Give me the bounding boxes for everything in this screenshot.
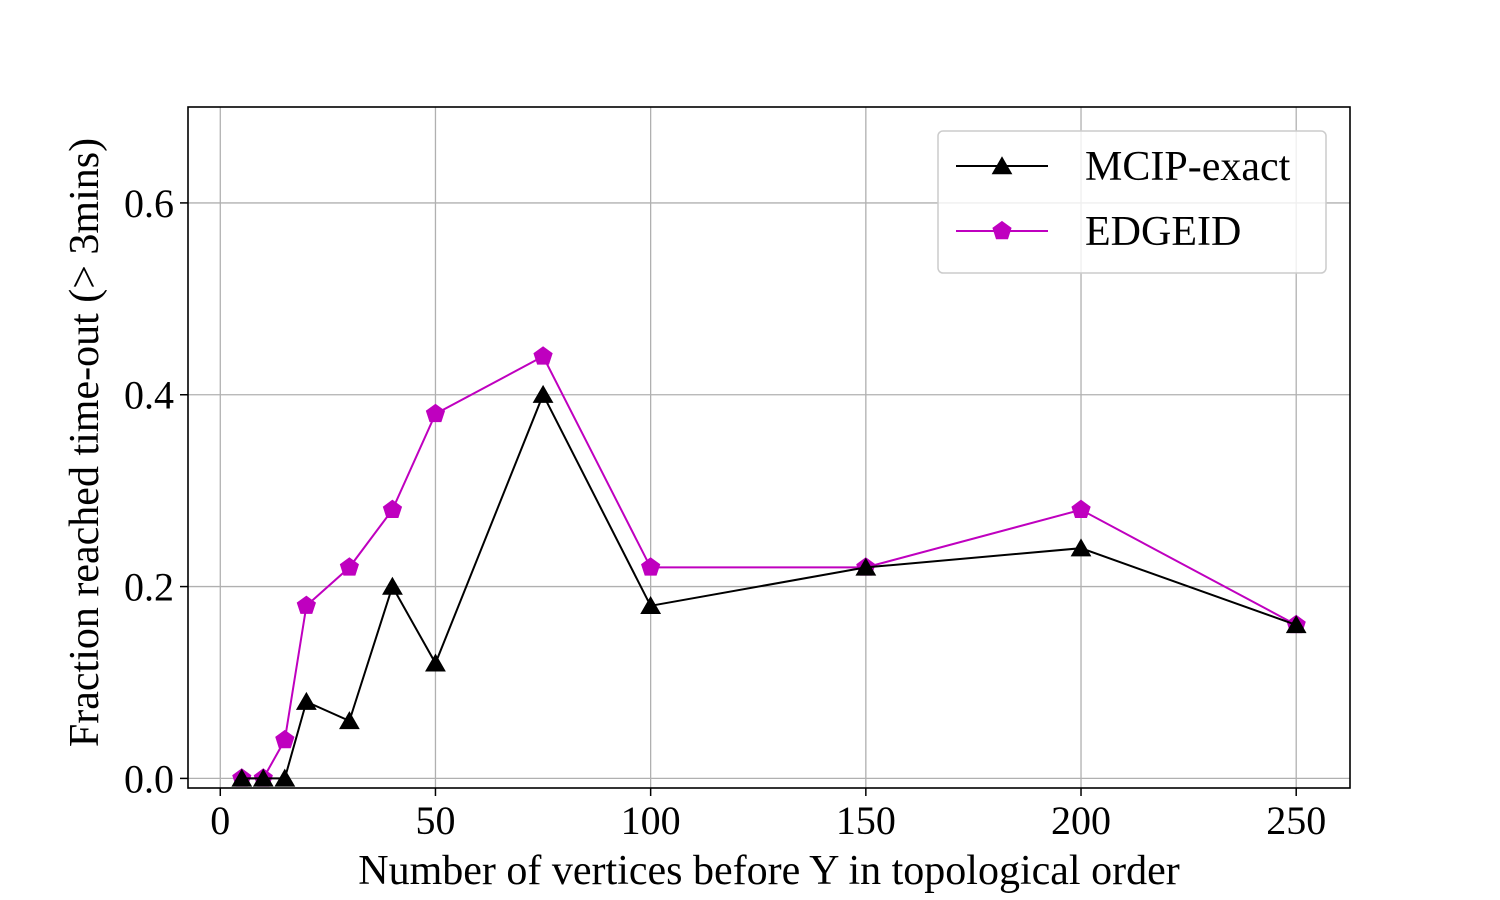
data-point — [295, 691, 317, 710]
legend-label: MCIP-exact — [1085, 144, 1291, 190]
legend-label: EDGEID — [1085, 209, 1241, 255]
y-axis-ticks: 0.0 0.2 0.4 0.6 — [124, 181, 188, 801]
data-point — [640, 596, 662, 614]
x-tick-label: 50 — [415, 798, 455, 843]
data-point — [252, 768, 274, 787]
legend-marker — [991, 156, 1013, 175]
series-layer — [231, 346, 1307, 787]
plot-frame — [187, 106, 1351, 789]
data-point — [641, 557, 661, 576]
x-tick-label: 100 — [621, 798, 681, 843]
data-point — [296, 595, 316, 614]
data-point — [425, 403, 446, 423]
x-tick-label: 200 — [1051, 798, 1111, 843]
y-tick-label: 0.4 — [124, 373, 174, 418]
y-tick-label: 0.6 — [124, 181, 174, 226]
data-point — [339, 711, 360, 730]
x-tick-label: 250 — [1266, 798, 1326, 843]
series-edgeid — [232, 346, 1306, 787]
legend-item: EDGEID — [956, 209, 1241, 255]
x-axis-ticks: 0 50 100 150 200 250 — [210, 788, 1326, 843]
series-mcip-exact — [231, 384, 1307, 787]
data-point — [231, 768, 253, 787]
legend-marker — [992, 220, 1012, 240]
x-tick-label: 0 — [210, 798, 230, 843]
data-point — [1071, 499, 1091, 518]
data-point — [425, 653, 446, 672]
data-point — [382, 576, 403, 595]
y-axis-label: Fraction reached time-out (> 3mins) — [62, 138, 108, 747]
series-line — [241, 355, 1297, 780]
legend: MCIP-exact EDGEID — [937, 130, 1327, 274]
x-tick-label: 150 — [836, 798, 896, 843]
x-axis-label: Number of vertices before Y in topologic… — [358, 848, 1179, 894]
data-point — [855, 557, 877, 576]
data-point — [1070, 538, 1092, 557]
legend-item: MCIP-exact — [956, 144, 1291, 190]
data-point — [532, 384, 554, 403]
data-point — [275, 729, 295, 749]
data-point — [382, 499, 403, 518]
y-tick-label: 0.0 — [124, 756, 174, 801]
y-tick-label: 0.2 — [124, 565, 174, 610]
data-point — [274, 768, 296, 787]
data-point — [533, 346, 553, 365]
data-point — [1285, 615, 1307, 634]
data-point — [339, 557, 359, 576]
